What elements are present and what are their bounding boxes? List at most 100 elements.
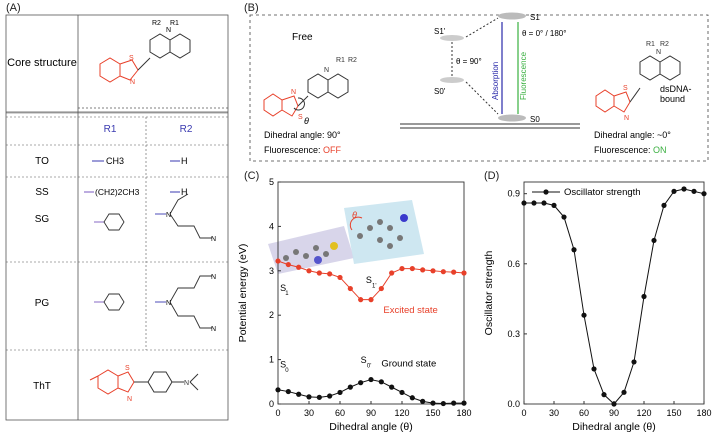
row-name-ss: SS [35,187,49,198]
s0-prime-label: S0' [434,87,446,96]
data-point [611,401,617,407]
bound-molecule-icon: S N N R1 R2 [595,41,681,122]
data-point [409,395,415,401]
theta-free: θ [304,116,309,126]
data-point [389,270,395,276]
svg-text:N: N [211,326,216,333]
y-axis-label: Potential energy (eV) [237,244,249,343]
data-point [561,214,567,220]
bound-fluorescence: Fluorescence: ON [594,145,667,155]
data-point [378,285,384,292]
row-name-sg: SG [35,214,50,225]
data-point [399,389,405,396]
x-tick-label: 0 [275,408,280,418]
y-tick-label: 2 [269,310,274,320]
data-point [591,366,597,372]
s0-prime-annotation: S [361,355,367,365]
data-point [358,380,364,386]
svg-text:N: N [127,396,132,403]
panel-a-label: (A) [6,2,21,14]
y-tick-label: 3 [269,266,274,276]
x-tick-label: 30 [549,408,559,418]
molecule-3d-inset [268,200,424,274]
core-r1: R1 [170,20,179,27]
data-point [420,267,426,273]
data-point [306,394,312,400]
free-fluorescence: Fluorescence: OFF [264,145,342,155]
theta-mid: θ = 90° [456,57,482,66]
data-point [275,258,281,264]
x-tick-label: 30 [304,408,314,418]
svg-text:S: S [129,55,134,62]
data-point [368,376,374,383]
data-point [581,312,587,318]
sg-r2-icon [155,193,212,239]
theta-top: θ = 0° / 180° [522,29,566,38]
data-point [461,400,467,406]
data-point [296,264,302,270]
data-point [691,188,697,194]
s0-annotation: S [280,360,286,370]
tht-structure-icon: S N N [89,365,199,403]
data-point [420,398,426,404]
legend-marker [543,189,549,195]
series-line [524,188,705,405]
y-tick-label: 0 [269,399,274,409]
svg-text:N: N [130,79,135,86]
x-tick-label: 60 [335,408,345,418]
core-structure-label: Core structure [7,57,77,69]
data-point [521,200,527,206]
pg-r1-icon [94,293,125,311]
data-point [661,202,667,208]
svg-text:N: N [211,274,216,281]
data-point [440,400,446,407]
data-point [358,297,364,303]
row-ss-r2: H [181,187,188,197]
data-point [378,379,384,385]
s1-prime-annotation-sub: 1' [372,284,376,290]
data-point [296,391,302,397]
svg-text:S: S [623,85,628,92]
data-point [285,261,291,268]
data-point [327,393,333,399]
theta-inset: θ [352,210,357,220]
data-point [306,268,312,274]
svg-text:R1: R1 [336,57,345,64]
svg-text:N: N [184,380,189,387]
row-ss-r1: (CH2)2CH3 [95,187,140,197]
excited-state-label: Excited state [383,305,437,316]
row-name-pg: PG [35,298,50,309]
chart-c: θ 0 30 60 90 120 150 180 0 1 2 3 4 5 Dihedral angle (… [237,177,472,433]
data-point [347,285,353,292]
data-point [337,274,343,281]
data-point [651,237,657,244]
data-point [316,394,322,400]
svg-text:S: S [298,114,303,121]
data-point [389,384,395,390]
y-tick-label: 0.0 [507,399,520,409]
bound-label: dsDNA- bound [660,84,694,104]
svg-text:N: N [291,89,296,96]
data-point [451,269,457,275]
ground-state-label: Ground state [381,358,436,369]
s0-annotation-sub: 0 [285,368,289,374]
y-tick-label: 5 [269,177,274,187]
panel-c-label: (C) [244,170,260,182]
data-point [430,268,436,274]
data-point [285,388,291,395]
s1-label: S1 [530,13,540,22]
s1-annotation: S [280,283,286,293]
y-tick-label: 0.3 [507,329,520,339]
y-tick-label: 0.6 [507,259,520,269]
free-dihedral: Dihedral angle: 90° [264,130,341,140]
x-tick-label: 180 [456,408,471,418]
data-point [631,359,637,365]
y-tick-label: 1 [269,355,274,365]
data-point [551,202,557,208]
core-structure-icon: S N N R2 R1 [99,20,191,86]
data-point [430,400,436,406]
col-r2-header: R2 [180,124,193,135]
row-name-tht: ThT [33,381,51,392]
data-point [461,270,467,276]
x-tick-label: 60 [579,408,589,418]
